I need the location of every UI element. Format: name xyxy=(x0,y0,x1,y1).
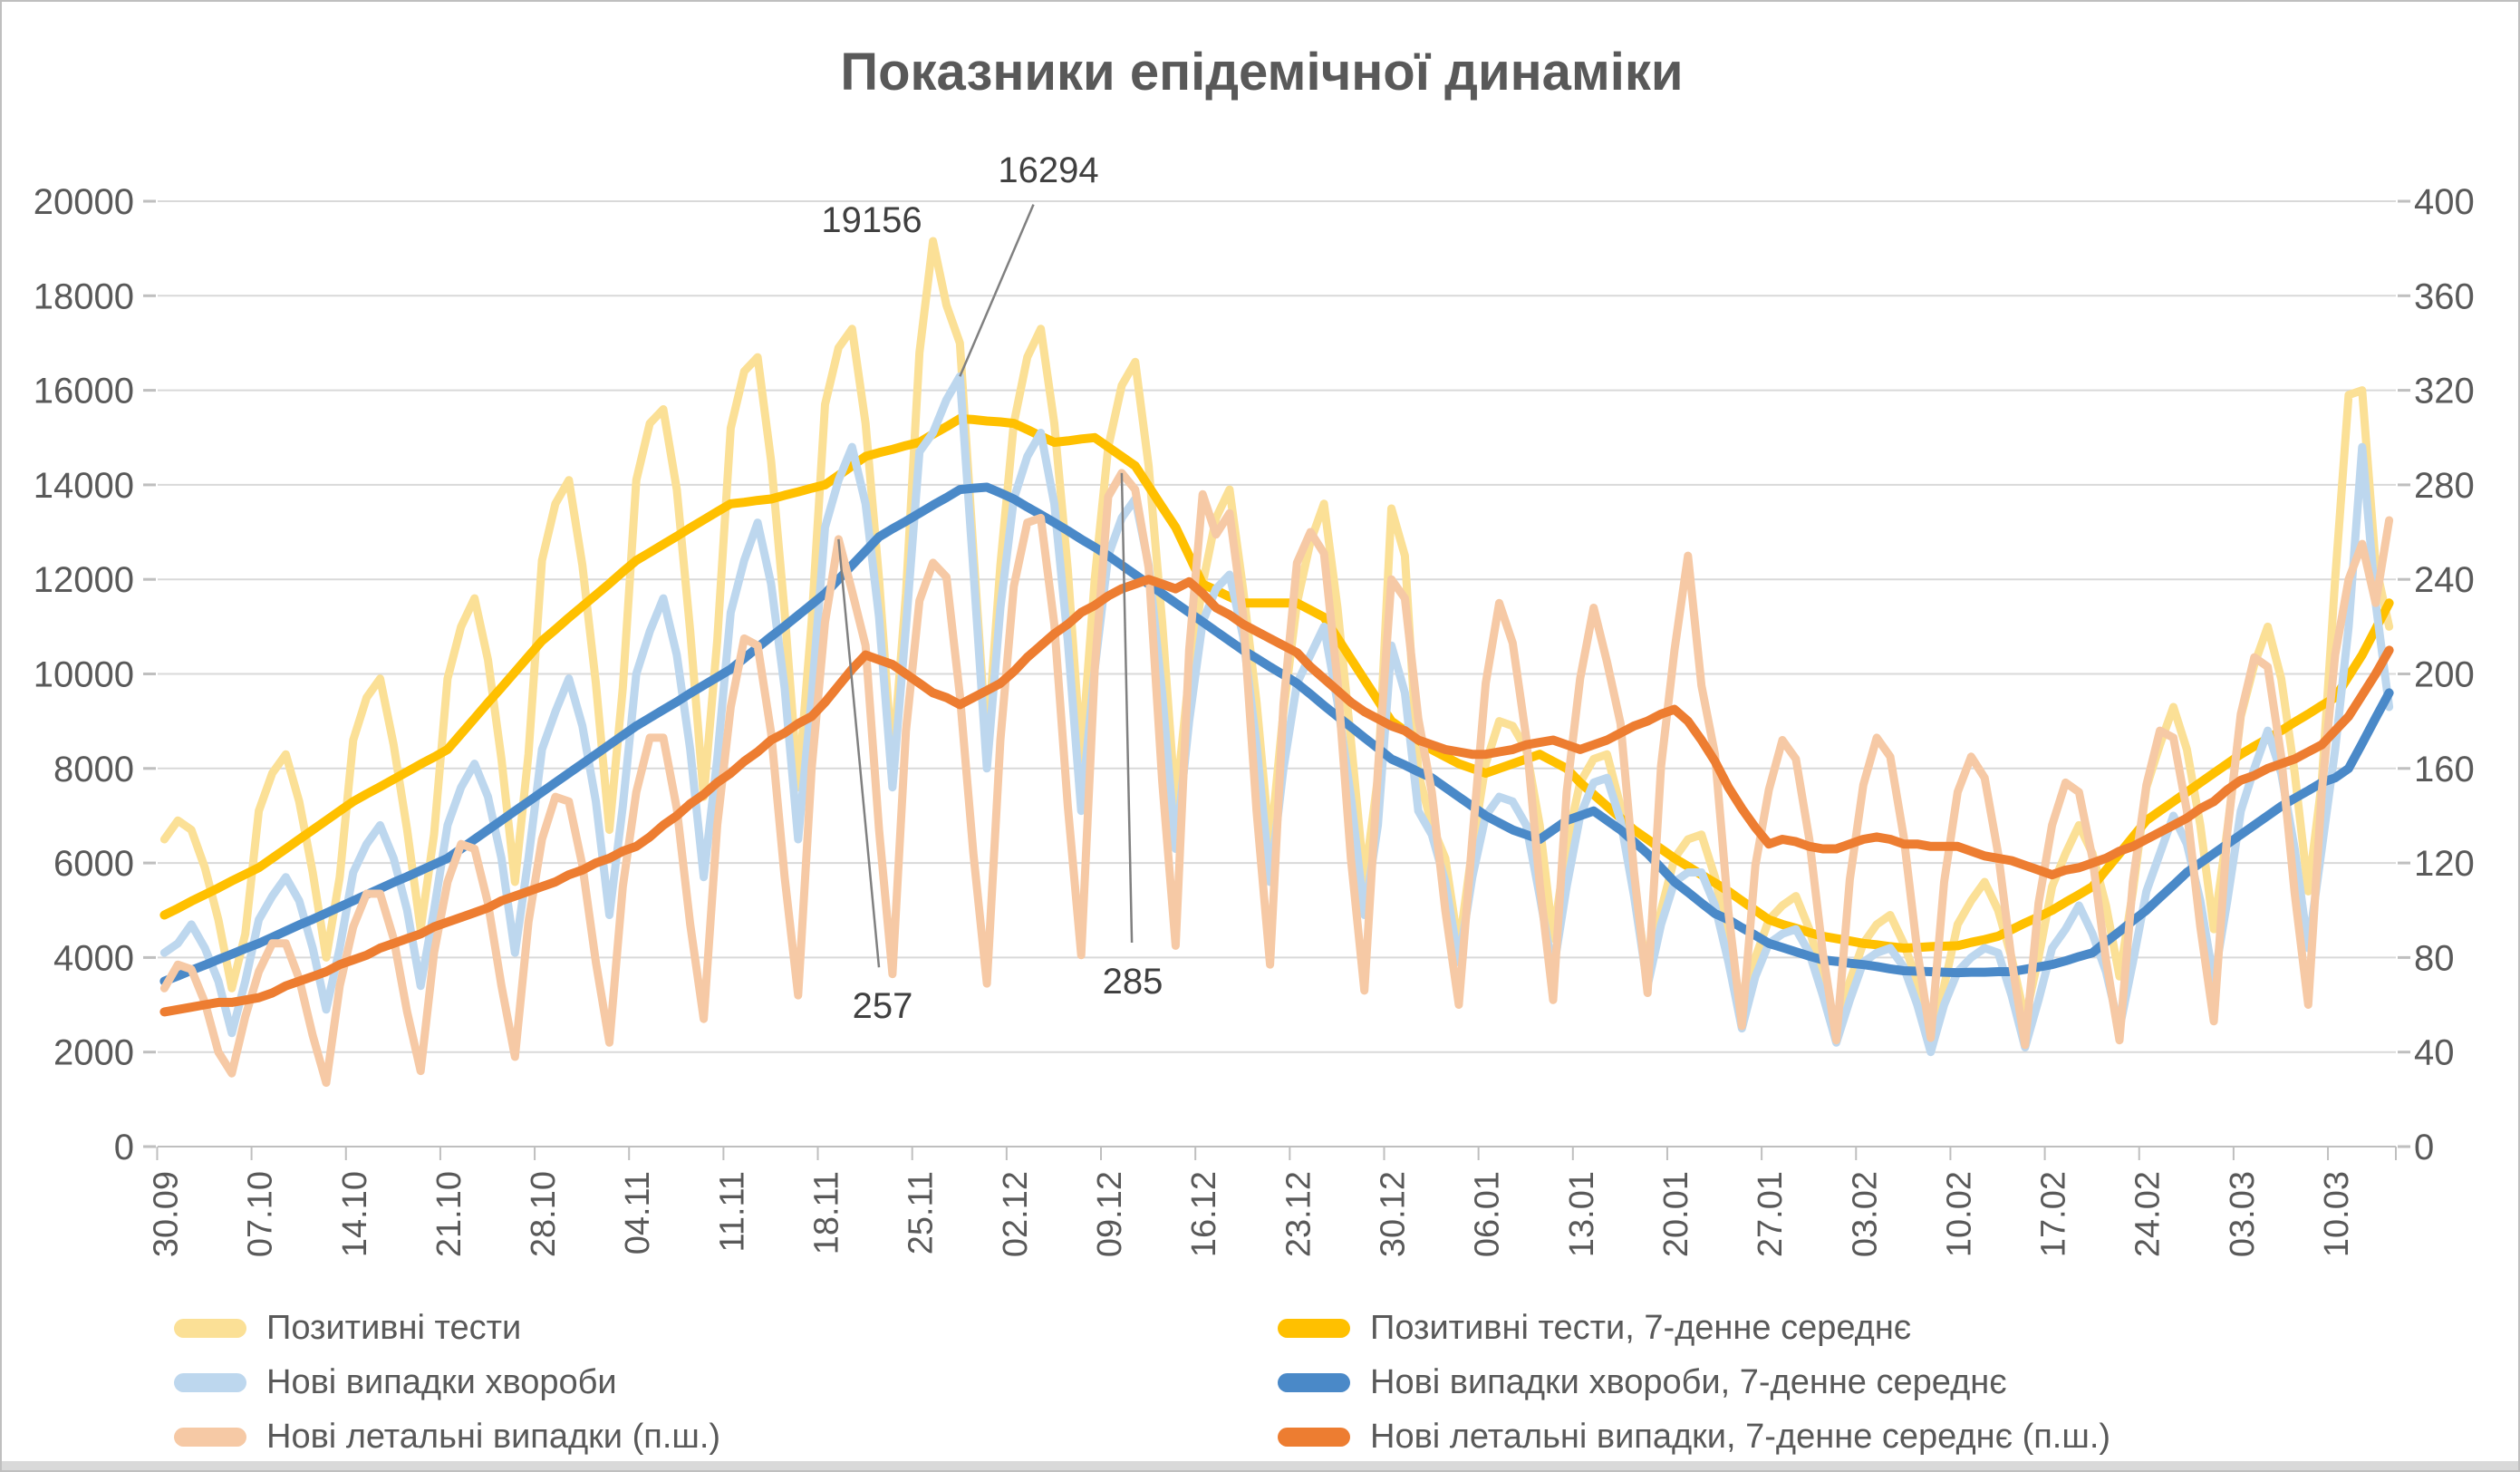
annotation-257: 257 xyxy=(853,986,913,1026)
chart-title: Показники епідемічної динаміки xyxy=(840,43,1684,102)
right-axis-label: 120 xyxy=(2414,844,2475,884)
right-axis-label: 400 xyxy=(2414,182,2475,222)
right-axis-label: 40 xyxy=(2414,1033,2455,1073)
right-axis-label: 280 xyxy=(2414,466,2475,506)
right-axis-label: 200 xyxy=(2414,655,2475,695)
x-axis-label: 21.10 xyxy=(430,1171,468,1257)
left-axis-label: 10000 xyxy=(34,655,134,695)
left-axis-label: 16000 xyxy=(34,372,134,412)
x-axis-label: 02.12 xyxy=(997,1171,1035,1257)
x-axis-label: 03.02 xyxy=(1846,1171,1884,1257)
x-axis-label: 07.10 xyxy=(242,1171,280,1257)
right-axis-label: 320 xyxy=(2414,372,2475,412)
x-axis-label: 24.02 xyxy=(2129,1171,2168,1257)
annotation-leader xyxy=(837,538,881,968)
left-axis-label: 8000 xyxy=(53,750,134,789)
left-axis-label: 6000 xyxy=(53,844,134,884)
right-axis-label: 360 xyxy=(2414,276,2475,316)
left-axis-label: 18000 xyxy=(34,276,134,316)
series-line-new-cases-7day xyxy=(159,482,2394,986)
annotation-16294: 16294 xyxy=(998,150,1098,190)
x-axis-label: 04.11 xyxy=(619,1171,657,1254)
x-axis-label: 27.01 xyxy=(1752,1171,1790,1257)
left-axis-label: 0 xyxy=(114,1128,134,1167)
left-axis-label: 2000 xyxy=(53,1033,134,1073)
left-axis-label: 12000 xyxy=(34,560,134,600)
series-line-positive-tests-7day xyxy=(159,413,2394,953)
right-axis-label: 160 xyxy=(2414,750,2475,789)
x-axis-label: 14.10 xyxy=(336,1171,374,1257)
annotation-19156: 19156 xyxy=(821,200,922,240)
left-axis-label: 4000 xyxy=(53,938,134,978)
x-axis-label: 20.01 xyxy=(1657,1171,1695,1257)
right-axis-label: 240 xyxy=(2414,560,2475,600)
x-axis-label: 18.11 xyxy=(808,1171,846,1254)
x-axis-label: 17.02 xyxy=(2035,1171,2073,1257)
x-axis-label: 03.03 xyxy=(2224,1171,2262,1257)
x-axis-label: 13.01 xyxy=(1563,1171,1601,1257)
series-line-new-deaths xyxy=(159,469,2394,1088)
x-axis-label: 25.11 xyxy=(903,1171,941,1254)
right-axis-label: 0 xyxy=(2414,1128,2434,1167)
x-axis-label: 16.12 xyxy=(1185,1171,1223,1257)
annotation-leader xyxy=(1120,472,1134,944)
x-axis-label: 23.12 xyxy=(1279,1171,1318,1257)
window-bottom-strip xyxy=(2,1461,2518,1470)
x-axis-label: 10.02 xyxy=(1940,1171,1978,1257)
x-axis-label: 30.12 xyxy=(1374,1171,1412,1257)
x-axis-label: 10.03 xyxy=(2318,1171,2356,1257)
annotation-leader xyxy=(959,204,1035,377)
x-axis-label: 28.10 xyxy=(525,1171,563,1257)
x-axis-label: 11.11 xyxy=(713,1171,751,1252)
left-axis-label: 20000 xyxy=(34,182,134,222)
x-axis-label: 30.09 xyxy=(147,1171,185,1257)
series-line-new-deaths-7day xyxy=(159,575,2394,1017)
x-axis-label: 09.12 xyxy=(1091,1171,1129,1257)
x-axis-label: 06.01 xyxy=(1469,1171,1507,1257)
left-axis-label: 14000 xyxy=(34,466,134,506)
annotation-285: 285 xyxy=(1103,962,1163,1002)
right-axis-label: 80 xyxy=(2414,938,2455,978)
